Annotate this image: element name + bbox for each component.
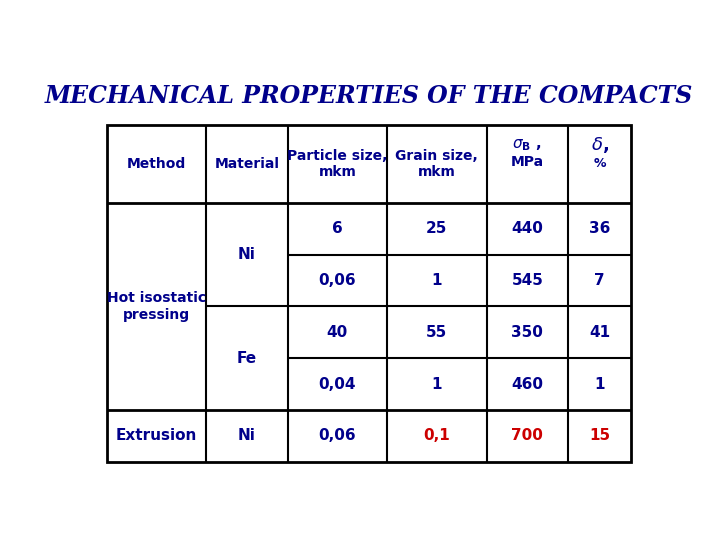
Text: 1: 1 — [594, 377, 605, 392]
Text: 36: 36 — [589, 221, 611, 236]
Text: 6: 6 — [332, 221, 343, 236]
Text: 15: 15 — [589, 428, 610, 443]
Text: Fe: Fe — [237, 351, 257, 366]
Text: $\sigma_\mathbf{B}$ ,: $\sigma_\mathbf{B}$ , — [513, 137, 542, 153]
Text: 440: 440 — [511, 221, 543, 236]
Text: 0,06: 0,06 — [318, 428, 356, 443]
Text: %: % — [593, 158, 606, 171]
Text: Material: Material — [215, 157, 279, 171]
Text: $\delta$,: $\delta$, — [590, 135, 608, 155]
Text: Ni: Ni — [238, 247, 256, 262]
Text: 40: 40 — [327, 325, 348, 340]
Text: MPa: MPa — [510, 155, 544, 169]
Text: 545: 545 — [511, 273, 543, 288]
Text: 460: 460 — [511, 377, 544, 392]
Text: 700: 700 — [511, 428, 543, 443]
Text: 350: 350 — [511, 325, 543, 340]
Text: 1: 1 — [431, 377, 442, 392]
Text: Method: Method — [127, 157, 186, 171]
Text: 0,06: 0,06 — [318, 273, 356, 288]
Text: 0,04: 0,04 — [318, 377, 356, 392]
Text: Grain size,
mkm: Grain size, mkm — [395, 149, 478, 179]
Text: 55: 55 — [426, 325, 447, 340]
Text: Ni: Ni — [238, 428, 256, 443]
Text: Hot isostatic
pressing: Hot isostatic pressing — [107, 292, 206, 321]
Text: 1: 1 — [431, 273, 442, 288]
Text: 0,1: 0,1 — [423, 428, 450, 443]
Text: Particle size,
mkm: Particle size, mkm — [287, 149, 387, 179]
Text: MECHANICAL PROPERTIES OF THE COMPACTS: MECHANICAL PROPERTIES OF THE COMPACTS — [45, 84, 693, 107]
Text: 41: 41 — [589, 325, 610, 340]
Text: 25: 25 — [426, 221, 448, 236]
Text: Extrusion: Extrusion — [116, 428, 197, 443]
Text: 7: 7 — [594, 273, 605, 288]
